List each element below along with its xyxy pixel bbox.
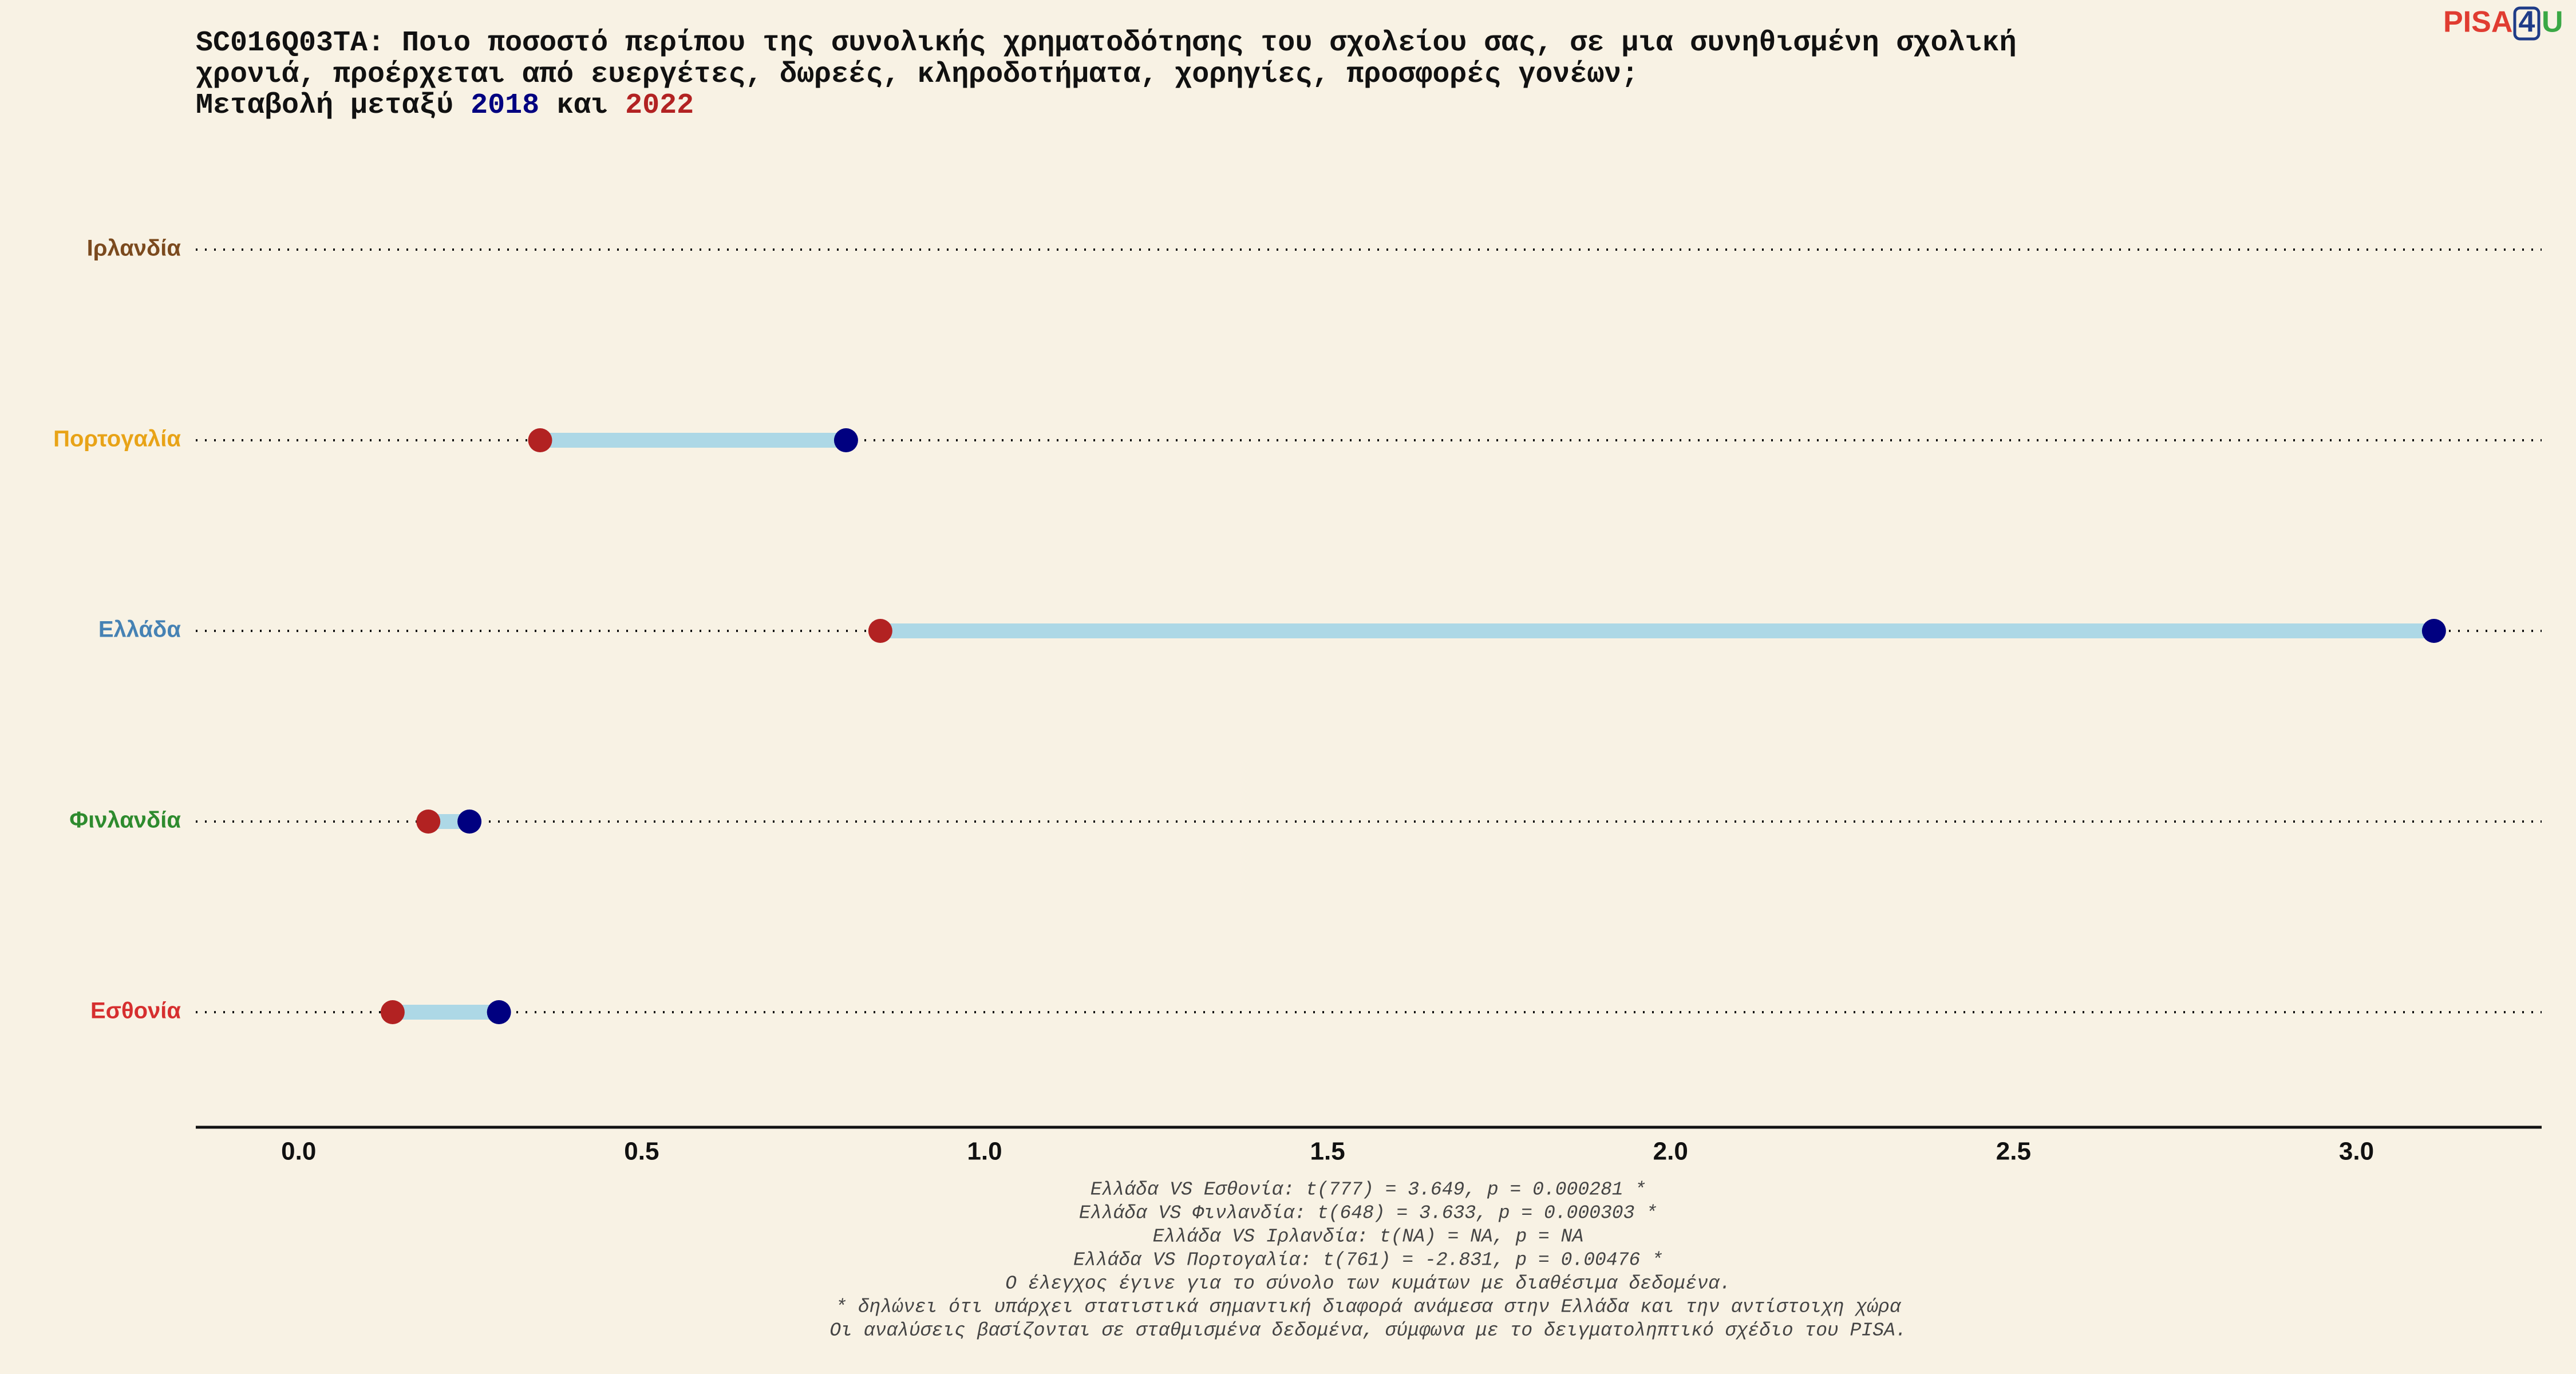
- dot: [2421, 619, 2446, 643]
- dot: [380, 1000, 405, 1024]
- logo-text: U: [2542, 6, 2563, 39]
- dot: [868, 619, 892, 643]
- y-tick-label: Φινλανδία: [69, 808, 181, 833]
- y-tick-label: Ελλάδα: [98, 617, 181, 642]
- footnote: Οι αναλύσεις βασίζονται σε σταθμισμένα δ…: [829, 1320, 1906, 1341]
- x-tick-label: 1.5: [1310, 1138, 1345, 1166]
- dot: [528, 428, 552, 452]
- footnote: Ελλάδα VS Ιρλανδία: t(NA) = NA, p = NA: [1153, 1226, 1584, 1247]
- footnote: Ελλάδα VS Εσθονία: t(777) = 3.649, p = 0…: [1091, 1179, 1646, 1201]
- x-tick-label: 1.0: [967, 1138, 1002, 1166]
- dot: [457, 810, 482, 834]
- logo: PISA 4 U: [2443, 6, 2563, 41]
- footnote: Ελλάδα VS Φινλανδία: t(648) = 3.633, p =…: [1079, 1203, 1657, 1224]
- x-tick-label: 0.0: [281, 1138, 316, 1166]
- y-tick-label: Εσθονία: [90, 998, 181, 1024]
- y-tick-label: Πορτογαλία: [53, 427, 181, 452]
- dot: [833, 428, 858, 452]
- footnote: * δηλώνει ότι υπάρχει στατιστικά σημαντι…: [835, 1297, 1902, 1318]
- chart-title: SC016Q03TA: Ποιο ποσοστό περίπου της συν…: [196, 27, 2017, 60]
- x-tick-label: 2.0: [1653, 1138, 1688, 1166]
- logo-text: PISA: [2443, 6, 2512, 39]
- footnote: Ελλάδα VS Πορτογαλία: t(761) = -2.831, p…: [1073, 1250, 1663, 1271]
- dot: [487, 1000, 511, 1024]
- footnote: Ο έλεγχος έγινε για το σύνολο των κυμάτω…: [1005, 1273, 1730, 1294]
- x-tick-label: 3.0: [2339, 1138, 2374, 1166]
- x-tick-label: 2.5: [1996, 1138, 2031, 1166]
- chart-title: χρονιά, προέρχεται από ευεργέτες, δωρεές…: [196, 58, 1638, 91]
- legend-entry: 2018: [471, 89, 539, 122]
- dot: [416, 810, 441, 834]
- subtitle-text: Μεταβολή μεταξύ: [196, 89, 453, 122]
- logo-box: [2513, 6, 2541, 41]
- x-tick-label: 0.5: [624, 1138, 659, 1166]
- legend-entry: 2022: [625, 89, 694, 122]
- subtitle-text: και: [556, 89, 608, 122]
- chart-subtitle: Μεταβολή μεταξύ 2018 και 2022: [196, 89, 694, 122]
- y-tick-label: Ιρλανδία: [87, 236, 181, 261]
- logo-text: 4: [2519, 6, 2535, 39]
